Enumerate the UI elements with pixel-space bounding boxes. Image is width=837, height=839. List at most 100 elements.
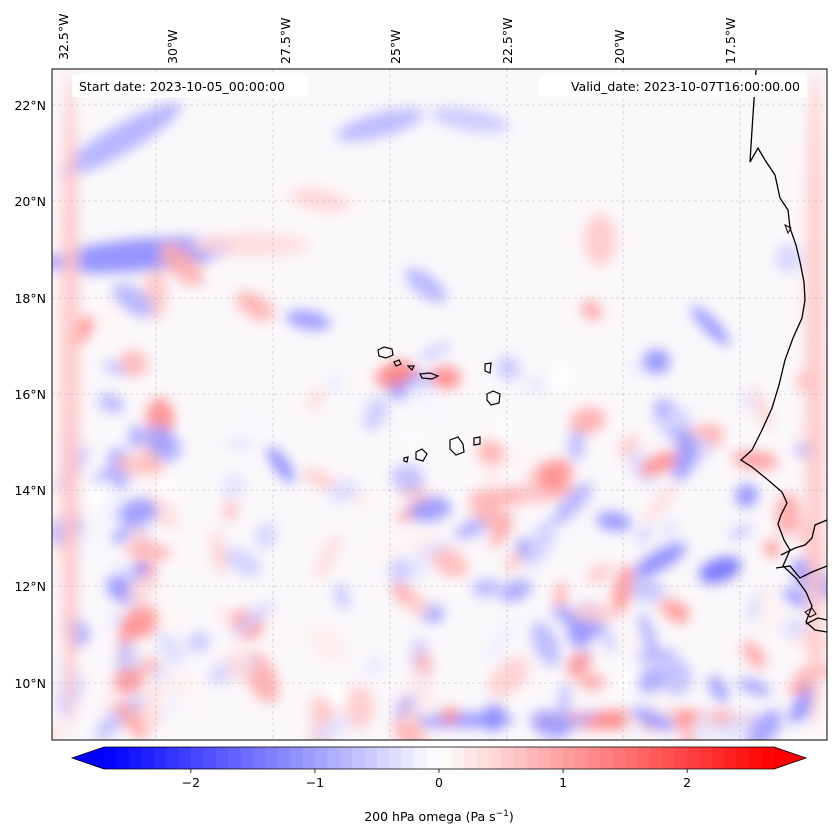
omega-blob [152, 664, 169, 682]
colorbar-cell [724, 747, 738, 769]
colorbar-cell [327, 747, 341, 769]
omega-blob [485, 617, 517, 663]
omega-blob [552, 481, 593, 525]
omega-blob [307, 389, 323, 411]
colorbar-cell [637, 747, 651, 769]
omega-blob [494, 417, 510, 444]
omega-blob [398, 716, 418, 728]
omega-blob [235, 291, 275, 322]
omega-blob [405, 594, 430, 616]
omega-blob [290, 188, 350, 212]
colorbar-label: 200 hPa omega (Pa s−1) [364, 809, 514, 824]
colorbar-cell [476, 747, 490, 769]
lat-tick-label: 20°N [14, 194, 46, 209]
omega-blob [363, 396, 388, 432]
omega-blob [52, 721, 63, 740]
omega-blob [690, 711, 717, 740]
colorbar-tick-label: −1 [306, 775, 324, 790]
colorbar-gradient [104, 747, 775, 769]
omega-blob [803, 708, 827, 740]
lat-tick-label: 12°N [14, 579, 46, 594]
omega-blob [119, 350, 148, 377]
colorbar-cell [649, 747, 663, 769]
omega-blob [735, 483, 759, 508]
colorbar-cell [538, 747, 552, 769]
colorbar-cell [451, 747, 465, 769]
colorbar-cell [575, 747, 589, 769]
omega-blob [112, 667, 145, 695]
omega-blob [499, 579, 532, 603]
omega-blob [104, 430, 131, 450]
omega-blob [404, 268, 447, 303]
omega-blob [631, 706, 676, 733]
omega-blob [680, 721, 694, 740]
colorbar-cell [215, 747, 229, 769]
omega-blob [405, 561, 426, 581]
colorbar-cell [128, 747, 142, 769]
omega-blob [698, 556, 742, 584]
omega-blob [482, 703, 506, 732]
colorbar-cell [240, 747, 254, 769]
omega-blob [85, 473, 107, 511]
colorbar: −2 −1 0 1 2 200 hPa omega (Pa s−1) [70, 746, 808, 824]
omega-blob [302, 469, 337, 489]
omega-blob [596, 511, 632, 532]
omega-blob [418, 342, 452, 361]
omega-field [52, 70, 827, 740]
lon-tick-label: 20°W [612, 29, 627, 64]
omega-blob [268, 615, 285, 651]
omega-blob [525, 374, 546, 395]
omega-blob [707, 675, 729, 703]
omega-blob [471, 578, 501, 598]
omega-blob [506, 446, 527, 469]
omega-blob [586, 562, 612, 585]
omega-blob [118, 498, 158, 527]
colorbar-cell [463, 747, 477, 769]
omega-blob [612, 564, 634, 615]
omega-blob [549, 363, 574, 389]
colorbar-cell [178, 747, 192, 769]
omega-blob [112, 283, 154, 318]
omega-blob [671, 436, 699, 481]
omega-blob [223, 548, 262, 577]
omega-blob [661, 517, 679, 544]
omega-blob [149, 471, 177, 499]
omega-blob [374, 362, 412, 388]
omega-blob [775, 492, 800, 536]
omega-blob [97, 393, 125, 414]
lat-tick-label: 14°N [14, 483, 46, 498]
colorbar-cell [625, 747, 639, 769]
omega-blob [391, 463, 424, 493]
omega-blob [747, 709, 783, 740]
colorbar-cell [600, 747, 614, 769]
omega-blob [409, 496, 452, 523]
omega-blob [578, 672, 606, 691]
omega-blob [429, 366, 461, 390]
colorbar-cell [439, 747, 453, 769]
lat-tick-label: 18°N [14, 291, 46, 306]
omega-blob [639, 451, 679, 477]
omega-blob [333, 583, 351, 610]
omega-blob [147, 684, 164, 699]
omega-blob [477, 440, 505, 465]
omega-blob [781, 588, 810, 608]
omega-blob [367, 534, 419, 558]
colorbar-cell [364, 747, 378, 769]
omega-blob [662, 659, 693, 696]
colorbar-cell [389, 747, 403, 769]
valid-date-box [539, 75, 807, 97]
omega-blob [488, 657, 530, 698]
omega-blob [659, 598, 685, 619]
omega-blob [323, 682, 349, 708]
colorbar-cell [513, 747, 527, 769]
omega-blob [441, 706, 459, 725]
omega-blob [805, 70, 825, 730]
lat-tick-label: 22°N [14, 98, 46, 113]
valid-date-label: Valid_date: 2023-10-07T16:00:00.00 [571, 79, 800, 94]
omega-blob [224, 648, 252, 681]
colorbar-ticks: −2 −1 0 1 2 [182, 769, 691, 790]
omega-blob [159, 242, 204, 287]
omega-blob [75, 517, 109, 568]
omega-blob [396, 428, 425, 444]
lon-tick-label: 17.5°W [723, 18, 738, 64]
